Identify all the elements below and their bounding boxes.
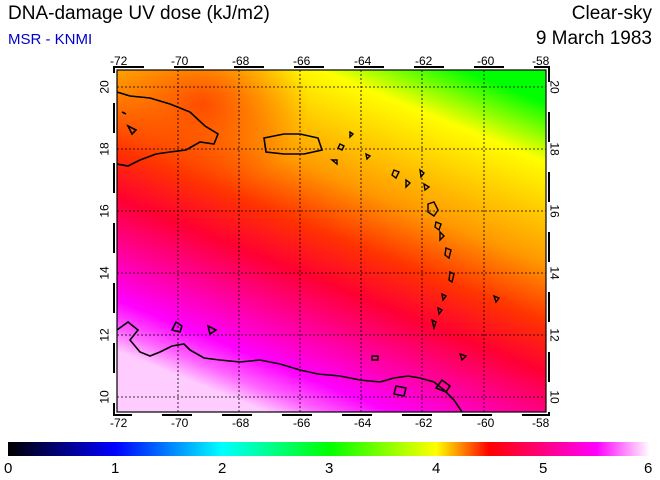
- lat-tick-right-2: 12: [547, 328, 562, 342]
- lat-tick-right-5: 18: [547, 142, 562, 156]
- lat-tick-right-4: 16: [547, 204, 562, 218]
- lon-tick-top-1: -72: [110, 54, 128, 68]
- colorbar-label-0: 0: [4, 460, 13, 477]
- lon-tick-top-7: -60: [477, 54, 495, 68]
- abc-islands-coast: [170, 320, 218, 336]
- map-frame: [116, 69, 547, 413]
- lon-tick-bottom-6: -62: [415, 416, 433, 430]
- delta-coast: [393, 385, 407, 397]
- lesser-antilles: [330, 130, 501, 362]
- map-title: DNA-damage UV dose (kJ/m2): [8, 3, 270, 24]
- lat-tick-left-6: 20: [97, 80, 112, 94]
- lat-lon-grid: [117, 70, 546, 412]
- puerto-rico-coast: [263, 133, 324, 155]
- hispaniola-coast: [117, 91, 219, 167]
- sky-condition-label: Clear-sky: [571, 3, 652, 24]
- date-label: 9 March 1983: [535, 28, 652, 49]
- lon-tick-top-6: -62: [415, 54, 433, 68]
- lon-tick-bottom-4: -66: [293, 416, 311, 430]
- lon-tick-bottom-8: -58: [532, 416, 550, 430]
- lat-tick-right-6: 20: [547, 80, 562, 94]
- colorbar-label-6: 6: [644, 460, 653, 477]
- lat-tick-left-2: 12: [97, 328, 112, 342]
- colorbar-label-3: 3: [325, 460, 334, 477]
- lon-tick-bottom-7: -60: [477, 416, 495, 430]
- source-label: MSR - KNMI: [8, 31, 93, 48]
- lon-tick-top-8: -58: [532, 54, 550, 68]
- lat-tick-left-3: 14: [97, 266, 112, 280]
- lon-tick-top-5: -64: [354, 54, 372, 68]
- lat-tick-right-1: 10: [547, 390, 562, 404]
- lon-tick-top-3: -68: [232, 54, 250, 68]
- lon-tick-top-4: -66: [293, 54, 311, 68]
- lat-tick-right-3: 14: [547, 266, 562, 280]
- uv-hotspot-shading: [117, 70, 546, 412]
- lon-tick-top-2: -70: [171, 54, 189, 68]
- lat-tick-left-4: 16: [97, 204, 112, 218]
- lon-tick-bottom-1: -72: [110, 416, 128, 430]
- colorbar-label-5: 5: [539, 460, 548, 477]
- colorbar-label-1: 1: [111, 460, 120, 477]
- colorbar-label-4: 4: [432, 460, 441, 477]
- lat-tick-left-1: 10: [97, 390, 112, 404]
- color-scale-bar: [8, 442, 650, 456]
- venezuela-coast: [117, 320, 463, 412]
- small-island-coast: [121, 111, 138, 136]
- lon-tick-bottom-2: -70: [171, 416, 189, 430]
- map-frame-border: [113, 66, 550, 416]
- trinidad-coast: [434, 378, 452, 393]
- lon-tick-bottom-5: -64: [354, 416, 372, 430]
- uv-dose-map: [113, 66, 550, 416]
- coastlines: [117, 91, 463, 412]
- lon-tick-bottom-3: -68: [232, 416, 250, 430]
- lat-tick-left-5: 18: [97, 142, 112, 156]
- colorbar-label-2: 2: [218, 460, 227, 477]
